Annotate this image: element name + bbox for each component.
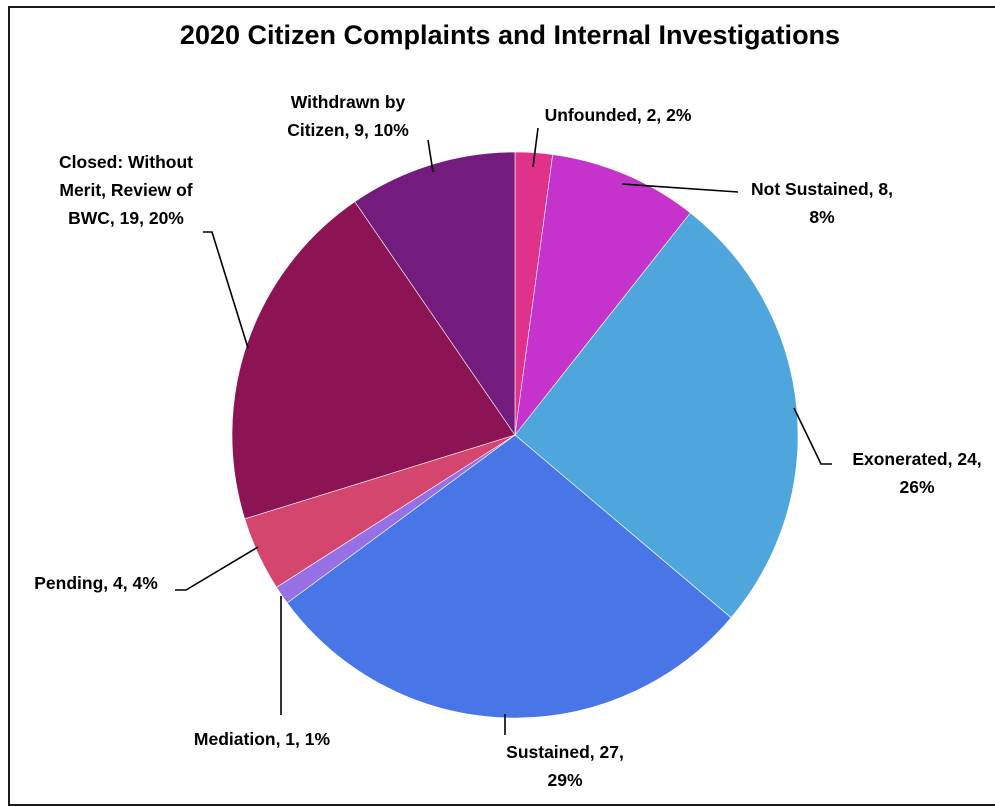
pie-slice-closed-without-merit-review-of-bwc [231,201,516,520]
data-label: Exonerated, 24, 26% [852,449,981,497]
data-label: Not Sustained, 8, 8% [751,179,893,227]
data-label: Pending, 4, 4% [34,573,158,593]
chart-title: 2020 Citizen Complaints and Internal Inv… [179,20,841,50]
leader-line [427,139,434,173]
leader-line [532,127,539,168]
data-label: Withdrawn by Citizen, 9, 10% [287,92,409,140]
leader-line [203,231,249,349]
pie-slice-exonerated [514,212,799,619]
leader-line [175,546,259,591]
data-label: Sustained, 27, 29% [506,742,624,790]
data-label: Closed: Without Merit, Review of BWC, 19, … [59,152,193,228]
data-label: Unfounded, 2, 2% [545,105,692,125]
pie-slice-not-sustained [514,154,691,437]
leader-line [793,407,832,465]
leader-line [621,183,739,193]
data-label: Mediation, 1, 1% [194,729,331,749]
